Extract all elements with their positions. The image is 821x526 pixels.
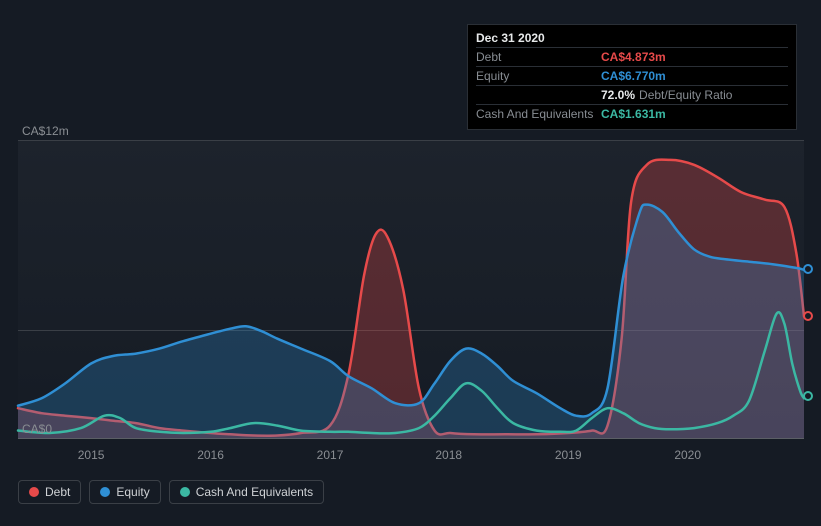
series-end-marker: [803, 311, 813, 321]
chart-svg[interactable]: [18, 140, 804, 438]
legend-label: Cash And Equivalents: [196, 485, 313, 499]
tooltip-date: Dec 31 2020: [476, 31, 788, 45]
tooltip-row: Cash And EquivalentsCA$1.631m: [476, 104, 788, 123]
legend-label: Debt: [45, 485, 70, 499]
tooltip-row-value: CA$4.873m: [601, 50, 666, 64]
x-axis-tick: 2016: [197, 448, 224, 462]
tooltip-row-label: Debt: [476, 50, 601, 64]
legend: Debt Equity Cash And Equivalents: [18, 480, 324, 504]
legend-label: Equity: [116, 485, 149, 499]
tooltip-row: EquityCA$6.770m: [476, 66, 788, 85]
legend-item[interactable]: Debt: [18, 480, 81, 504]
x-axis-tick: 2015: [78, 448, 105, 462]
x-axis-tick: 2020: [674, 448, 701, 462]
x-axis-tick: 2017: [317, 448, 344, 462]
tooltip-row-label: Equity: [476, 69, 601, 83]
tooltip-row: 72.0% Debt/Equity Ratio: [476, 85, 788, 104]
y-axis-label: CA$0: [22, 422, 52, 436]
tooltip-row-suffix: Debt/Equity Ratio: [639, 88, 732, 102]
x-axis-tick: 2019: [555, 448, 582, 462]
tooltip-row: DebtCA$4.873m: [476, 47, 788, 66]
tooltip-panel: Dec 31 2020 DebtCA$4.873mEquityCA$6.770m…: [467, 24, 797, 130]
series-end-marker: [803, 264, 813, 274]
legend-dot-icon: [29, 487, 39, 497]
tooltip-row-value: CA$1.631m: [601, 107, 666, 121]
y-axis-label: CA$12m: [22, 124, 69, 138]
baseline: [18, 438, 804, 439]
x-axis-tick: 2018: [435, 448, 462, 462]
legend-item[interactable]: Equity: [89, 480, 160, 504]
tooltip-row-label: [476, 88, 601, 102]
tooltip-row-label: Cash And Equivalents: [476, 107, 601, 121]
chart-container: Dec 31 2020 DebtCA$4.873mEquityCA$6.770m…: [0, 0, 821, 526]
legend-item[interactable]: Cash And Equivalents: [169, 480, 324, 504]
series-end-marker: [803, 391, 813, 401]
legend-dot-icon: [100, 487, 110, 497]
tooltip-row-value: 72.0%: [601, 88, 635, 102]
legend-dot-icon: [180, 487, 190, 497]
tooltip-row-value: CA$6.770m: [601, 69, 666, 83]
